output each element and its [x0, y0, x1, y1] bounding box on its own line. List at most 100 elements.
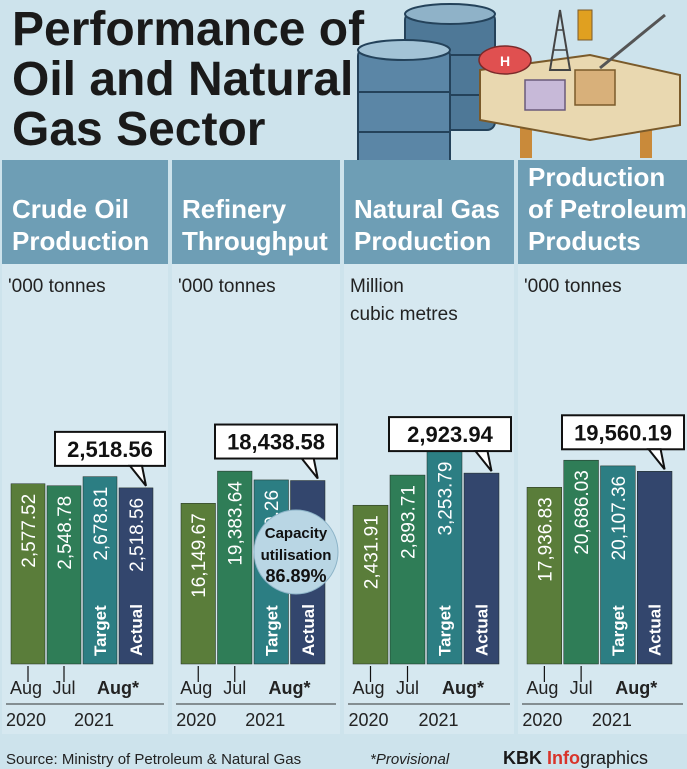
callout-value: 2,518.56 [67, 437, 153, 462]
x-axis-label-month: Aug* [442, 678, 484, 698]
x-axis-label-year: 2021 [592, 710, 632, 730]
offshore-rig-illustration: H [478, 9, 681, 158]
x-axis-label-month: Aug* [97, 678, 139, 698]
main-title: Performance of Oil and Natural Gas Secto… [12, 3, 365, 156]
chart-title-line: Production [354, 226, 491, 256]
capacity-badge-line: Capacity [265, 525, 328, 542]
x-axis-label-year: 2020 [176, 710, 216, 730]
bar-4 [463, 472, 500, 665]
bar-value-label: 20,686.03 [572, 470, 593, 555]
callout-box [561, 414, 685, 451]
bar-2 [217, 470, 253, 665]
x-axis-label-month: Aug [180, 678, 212, 698]
bar-category-label: Actual [646, 604, 665, 656]
footer: Source: Ministry of Petroleum & Natural … [6, 748, 648, 768]
chart-title-line: Refinery [182, 194, 287, 224]
provisional-note: *Provisional [370, 751, 450, 768]
unit-label: '000 tonnes [524, 276, 622, 297]
callout-pointer [473, 450, 493, 472]
x-axis-label-month: Jul [570, 678, 593, 698]
bar-value-label: 2,518.56 [127, 498, 148, 572]
chart-title-line: Production [528, 162, 665, 192]
callout-value: 19,560.19 [574, 420, 672, 445]
bar-4 [118, 487, 154, 665]
unit-label: cubic metres [350, 304, 458, 325]
bar-category-label: Target [262, 605, 281, 656]
x-axis-label-year: 2021 [418, 710, 458, 730]
bar-2 [46, 485, 82, 665]
x-axis-label-month: Aug* [615, 678, 657, 698]
bar-category-label: Actual [473, 604, 492, 656]
bar-value-label: 20,107.36 [609, 476, 630, 561]
bar-category-label: Actual [299, 604, 318, 656]
bar-category-label: Actual [127, 604, 146, 656]
bar-value-label: 3,253.79 [436, 462, 457, 536]
bar-value-label: 2,548.78 [55, 496, 76, 570]
unit-label: '000 tonnes [178, 276, 276, 297]
x-axis-label-month: Jul [223, 678, 246, 698]
bar-category-label: Target [91, 605, 110, 656]
callout-pointer [127, 464, 147, 487]
title-line-1: Performance of [12, 3, 365, 56]
bar-value-label: 16,149.67 [189, 513, 210, 598]
source-note: Source: Ministry of Petroleum & Natural … [6, 751, 301, 768]
capacity-badge [253, 509, 339, 595]
unit-label: '000 tonnes [8, 276, 106, 297]
bar-1 [10, 483, 46, 665]
chart-title-line: Throughput [182, 226, 328, 256]
bar-1 [180, 503, 216, 665]
x-axis-label-year: 2021 [245, 710, 285, 730]
unit-label: Million [350, 276, 404, 297]
title-line-2: Oil and Natural [12, 53, 353, 106]
bar-2 [389, 474, 426, 665]
chart-title-line: Natural Gas [354, 194, 500, 224]
panel-header [344, 160, 514, 264]
bar-value-label: 2,431.91 [362, 515, 383, 589]
x-axis-label-month: Aug [10, 678, 42, 698]
panel-header [518, 160, 687, 264]
chart-title-line: Production [12, 226, 149, 256]
bar-value-label: 2,577.52 [19, 494, 40, 568]
svg-text:H: H [500, 53, 510, 69]
bar-value-label: 17,936.83 [535, 497, 556, 582]
callout-box [54, 430, 166, 467]
bar-2 [563, 459, 599, 665]
brand-info: Info [547, 748, 580, 768]
brand-kbk: KBK [503, 748, 547, 768]
callout-box [388, 416, 512, 453]
chart-title-line: Crude Oil [12, 194, 129, 224]
bar-value-label: 2,893.71 [399, 485, 420, 559]
x-axis-label-year: 2020 [522, 710, 562, 730]
callout-value: 18,438.58 [227, 430, 325, 455]
callout-box [214, 423, 338, 460]
x-axis-label-year: 2021 [74, 710, 114, 730]
bar-4 [637, 471, 673, 665]
bar-category-label: Target [609, 605, 628, 656]
bar-value-label: 19,383.64 [226, 481, 247, 566]
capacity-badge-line: utilisation [261, 547, 332, 564]
brand-logo: KBK Infographics [503, 748, 648, 768]
title-line-3: Gas Sector [12, 103, 265, 156]
x-axis-label-year: 2020 [348, 710, 388, 730]
x-axis-label-month: Aug* [269, 678, 311, 698]
panel-header [2, 160, 168, 264]
panel-header [172, 160, 340, 264]
capacity-badge-line: 86.89% [265, 566, 326, 586]
callout-value: 2,923.94 [407, 422, 493, 447]
x-axis-label-month: Aug [526, 678, 558, 698]
chart-title-line: Products [528, 226, 641, 256]
callout-pointer [299, 457, 319, 480]
bar-3 [82, 476, 118, 665]
x-axis-label-month: Aug [352, 678, 384, 698]
callout-pointer [646, 448, 666, 470]
brand-graphics: graphics [580, 748, 648, 768]
x-axis-label-month: Jul [52, 678, 75, 698]
bar-value-label: 2,678.81 [91, 487, 112, 561]
x-axis-label-year: 2020 [6, 710, 46, 730]
